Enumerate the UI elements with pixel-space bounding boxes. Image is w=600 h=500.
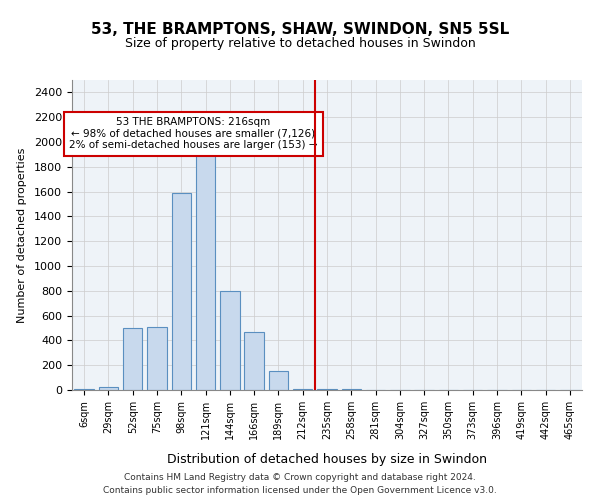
- Bar: [147, 327, 167, 390]
- Text: 53, THE BRAMPTONS, SHAW, SWINDON, SN5 5SL: 53, THE BRAMPTONS, SHAW, SWINDON, SN5 5S…: [91, 22, 509, 38]
- Y-axis label: Number of detached properties: Number of detached properties: [17, 148, 27, 322]
- Bar: [269, 372, 288, 390]
- Bar: [220, 291, 239, 390]
- Text: Size of property relative to detached houses in Swindon: Size of property relative to detached ho…: [125, 38, 475, 51]
- Bar: [196, 148, 215, 390]
- Bar: [317, 389, 337, 390]
- Bar: [244, 332, 264, 390]
- X-axis label: Distribution of detached houses by size in Swindon: Distribution of detached houses by size …: [167, 453, 487, 466]
- Bar: [99, 387, 118, 390]
- Bar: [172, 193, 191, 390]
- Bar: [123, 328, 142, 390]
- Text: 53 THE BRAMPTONS: 216sqm
← 98% of detached houses are smaller (7,126)
2% of semi: 53 THE BRAMPTONS: 216sqm ← 98% of detach…: [69, 117, 317, 150]
- Text: Contains HM Land Registry data © Crown copyright and database right 2024.
Contai: Contains HM Land Registry data © Crown c…: [103, 474, 497, 495]
- Bar: [293, 389, 313, 390]
